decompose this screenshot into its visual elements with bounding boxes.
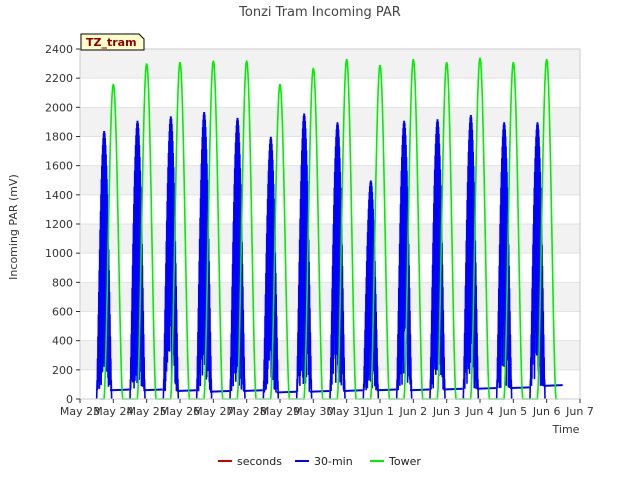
x-tick-label: Jun 7 xyxy=(565,405,594,418)
x-tick-label: Jun 5 xyxy=(498,405,527,418)
y-tick-label: 1600 xyxy=(45,160,73,173)
x-tick-label: May 23 xyxy=(60,405,100,418)
30-min-night-line xyxy=(543,384,563,387)
30-min-day-trace xyxy=(329,122,346,400)
background-bands xyxy=(80,49,580,370)
legend-label-30-min: 30-min xyxy=(314,455,353,468)
30-min-night-line xyxy=(209,389,230,393)
background-band xyxy=(80,340,580,370)
legend-label-seconds: seconds xyxy=(237,455,282,468)
x-tick-label: May 30 xyxy=(293,405,333,418)
30-min-day-trace xyxy=(195,112,213,400)
background-band xyxy=(80,107,580,137)
30-min-day-trace xyxy=(462,114,480,400)
x-tick-label: Jun 6 xyxy=(532,405,561,418)
x-tick-label: Jun 2 xyxy=(398,405,427,418)
x-tick-label: May 26 xyxy=(160,405,200,418)
30-min-night-line xyxy=(143,388,163,392)
30-min-day-trace xyxy=(162,116,180,400)
30-min-day-trace xyxy=(95,130,113,400)
y-tick-label: 200 xyxy=(52,364,73,377)
y-tick-label: 1400 xyxy=(45,189,73,202)
30-min-day-trace xyxy=(395,120,413,400)
30-min-night-line xyxy=(476,387,497,390)
legend: seconds 30-min Tower xyxy=(218,455,421,468)
y-tick-label: 0 xyxy=(66,393,73,406)
y-axis-label: Incoming PAR (mV) xyxy=(7,174,20,280)
30-min-day-trace xyxy=(362,180,380,400)
30-min-day-trace xyxy=(229,117,246,400)
chart-title: Tonzi Tram Incoming PAR xyxy=(238,5,401,20)
30-min-night-line xyxy=(509,386,530,390)
y-tick-label: 400 xyxy=(52,335,73,348)
30-min-day-trace xyxy=(129,120,146,400)
background-band xyxy=(80,282,580,312)
y-tick-label: 1800 xyxy=(45,131,73,144)
30-min-day-trace xyxy=(529,122,546,400)
30-min-night-line xyxy=(376,388,397,392)
30-min-night-line xyxy=(409,388,430,392)
y-tick-label: 2200 xyxy=(45,72,73,85)
y-tick-label: 800 xyxy=(52,276,73,289)
30-min-night-line xyxy=(276,390,297,394)
y-tick-label: 1200 xyxy=(45,218,73,231)
30-min-day-trace xyxy=(429,119,446,400)
30-min-night-line xyxy=(343,389,363,392)
station-badge-text: TZ_tram xyxy=(86,36,137,49)
y-axis-ticks: 0 200 400 600 800 1000 1200 1400 1600 1800 2000 220… xyxy=(45,43,80,406)
30-min-night-line xyxy=(443,387,463,391)
x-tick-label: Jun 1 xyxy=(365,405,394,418)
30-min-night-line xyxy=(176,389,197,392)
station-badge: TZ_tram xyxy=(80,33,145,51)
x-tick-label: May 28 xyxy=(227,405,267,418)
x-tick-label: May 27 xyxy=(193,405,233,418)
30-min-night-line xyxy=(109,388,130,392)
y-tick-label: 2000 xyxy=(45,101,73,114)
legend-label-tower: Tower xyxy=(388,455,421,468)
x-axis-label: Time xyxy=(552,423,580,436)
x-tick-label: May 29 xyxy=(260,405,300,418)
y-tick-label: 2400 xyxy=(45,43,73,56)
background-band xyxy=(80,165,580,195)
y-tick-label: 600 xyxy=(52,306,73,319)
y-tick-label: 1000 xyxy=(45,247,73,260)
30-min-night-line xyxy=(309,389,330,393)
30-min-day-trace xyxy=(495,122,513,400)
30-min-day-trace xyxy=(262,136,280,400)
x-tick-label: Jun 4 xyxy=(465,405,494,418)
x-tick-label: May 31 xyxy=(327,405,367,418)
x-tick-label: May 25 xyxy=(127,405,167,418)
background-band xyxy=(80,224,580,254)
30-min-night-line xyxy=(243,389,263,392)
x-tick-label: Jun 3 xyxy=(432,405,461,418)
background-band xyxy=(80,49,580,79)
x-tick-label: May 24 xyxy=(93,405,133,418)
